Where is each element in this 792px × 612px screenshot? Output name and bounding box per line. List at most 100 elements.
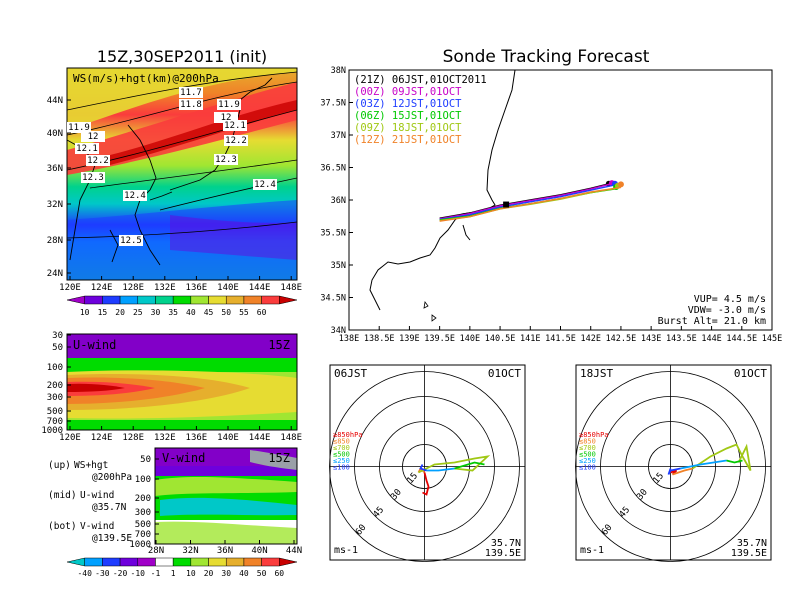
vwind-lat-ticks: 28N 32N 36N 40N 44N <box>148 540 302 556</box>
uwind-time: 15Z <box>268 338 290 352</box>
launch-label: (06Z) 15JST,01OCT <box>354 110 462 122</box>
contour-label: 12.3 <box>215 155 237 165</box>
lon-tick-label: 120E <box>59 283 81 293</box>
track-map-panel: 38N 37.5N 37N 36.5N 36N 35.5N 35N 34.5N 34N 138E… <box>320 66 782 344</box>
wind-colorbar: -40 -30 -20 -10 -1 1 10 20 30 40 50 60 <box>66 557 298 578</box>
colorbar-cell <box>155 557 174 567</box>
lat-tick-label: 36N <box>331 196 346 206</box>
hodo-level-label: ≤850 <box>333 438 350 446</box>
colorbar-cell <box>155 295 174 305</box>
track-line <box>439 183 613 220</box>
uwind-title: U-wind <box>73 338 116 352</box>
hodo-level-label: ≤500 <box>333 451 350 459</box>
ws-colorbar: 10 15 20 25 30 35 40 45 50 55 60 <box>66 295 298 317</box>
hodograph-trace <box>680 459 727 470</box>
lon-tick-label: 140E <box>217 433 239 443</box>
colorbar-label: 55 <box>239 308 249 317</box>
contour-label-bg <box>119 235 143 246</box>
hodo-level-label: ≤100 <box>579 464 596 472</box>
colorbar-cell <box>208 295 227 305</box>
colorbar-cell <box>84 295 103 305</box>
colorbar-label: 25 <box>133 308 143 317</box>
lon-tick-label: 143.5E <box>666 334 697 344</box>
hodograph-unit: ms-1 <box>580 545 604 556</box>
launch-label: (00Z) 09JST,01OCT <box>354 86 462 98</box>
contour-label: 12 <box>221 113 232 123</box>
contour-label: 12.5 <box>120 236 142 246</box>
contour-label: 12.2 <box>87 156 109 166</box>
hodo-level-label: ≤700 <box>579 444 596 452</box>
legend-tag: (up) <box>48 460 71 471</box>
lon-tick-label: 148E <box>280 283 302 293</box>
launch-label: (03Z) 12JST,01OCT <box>354 98 462 110</box>
vwind-time: 15Z <box>268 451 290 465</box>
lat-tick-label: 44N <box>47 96 63 106</box>
legend-line1: U-wind <box>80 490 114 501</box>
lon-tick-label: 136E <box>186 433 208 443</box>
lat-tick-label: 28N <box>47 236 63 246</box>
map-lon-ticks: 120E 124E 128E 132E 136E 140E 144E 148E <box>59 276 302 293</box>
contour-label: 11.9 <box>218 100 240 110</box>
contour-label-bg <box>214 154 238 165</box>
colorbar-cell <box>190 557 209 567</box>
hodo-level-label: ≤250 <box>579 457 596 465</box>
colorbar-cell <box>119 295 139 305</box>
colorbar-label: 60 <box>257 308 267 317</box>
hodo-level-label: ≤250 <box>333 457 350 465</box>
colorbar-label: -10 <box>131 569 146 578</box>
hodograph-date: 01OCT <box>488 367 521 380</box>
hodograph-time: 06JST <box>334 367 367 380</box>
colorbar-label: -30 <box>95 569 110 578</box>
hodo-level-label: ≥850hPa <box>333 431 363 439</box>
colorbar-cell <box>261 557 280 567</box>
hodo-level-label: ≤850 <box>579 438 596 446</box>
contour-label: 12.1 <box>76 144 98 154</box>
hodo-level-label: ≤100 <box>333 464 350 472</box>
colorbar-label: -1 <box>151 569 161 578</box>
colorbar-cell <box>84 557 103 567</box>
hodograph-trace <box>726 459 743 464</box>
colorbar-cell <box>119 557 139 567</box>
pressure-tick-label: 100 <box>47 363 63 373</box>
colorbar-cell <box>261 295 280 305</box>
lat-tick-label: 40N <box>251 546 267 556</box>
hodograph-frame <box>329 364 526 561</box>
lon-tick-label: 138E <box>339 334 359 344</box>
hodograph-lat: 35.7N <box>737 538 767 549</box>
colorbar-cell <box>137 295 156 305</box>
launch-site-marker <box>503 201 510 208</box>
legend-line1: V-wind <box>80 521 114 532</box>
contour-label-bg <box>123 190 147 201</box>
hodograph-trace <box>454 461 485 470</box>
colorbar-label: 30 <box>151 308 161 317</box>
hodo-level-label: ≤500 <box>579 451 596 459</box>
param-line: Burst Alt= 21.0 km <box>658 316 766 327</box>
contour-label-bg <box>224 135 248 146</box>
pressure-tick-label: 300 <box>135 508 151 518</box>
launch-legend: (21Z) 06JST,01OCT2011(00Z) 09JST,01OCT(0… <box>354 74 487 146</box>
colorbar-label: 30 <box>221 569 231 578</box>
track-line <box>439 186 622 222</box>
lon-tick-label: 144E <box>249 433 271 443</box>
lat-tick-label: 37N <box>331 131 346 141</box>
colorbar-cell <box>279 295 298 305</box>
lon-tick-label: 124E <box>91 283 113 293</box>
colorbar-cell <box>243 295 262 305</box>
hodograph-unit: ms-1 <box>334 545 358 556</box>
colorbar-cell <box>102 557 121 567</box>
lon-tick-label: 142E <box>580 334 600 344</box>
lon-tick-label: 141E <box>520 334 540 344</box>
uwind-lon-ticks: 120E 124E 128E 132E 136E 140E 144E 148E <box>59 426 302 443</box>
right-title: Sonde Tracking Forecast <box>443 47 650 67</box>
lon-tick-label: 128E <box>122 433 144 443</box>
lon-tick-label: 143E <box>641 334 661 344</box>
pressure-tick-label: 500 <box>135 520 151 530</box>
lon-tick-label: 140E <box>217 283 239 293</box>
colorbar-label: 20 <box>115 308 125 317</box>
pressure-tick-label: 700 <box>135 530 151 540</box>
lat-tick-label: 35N <box>331 261 346 271</box>
lon-tick-label: 140.5E <box>485 334 516 344</box>
